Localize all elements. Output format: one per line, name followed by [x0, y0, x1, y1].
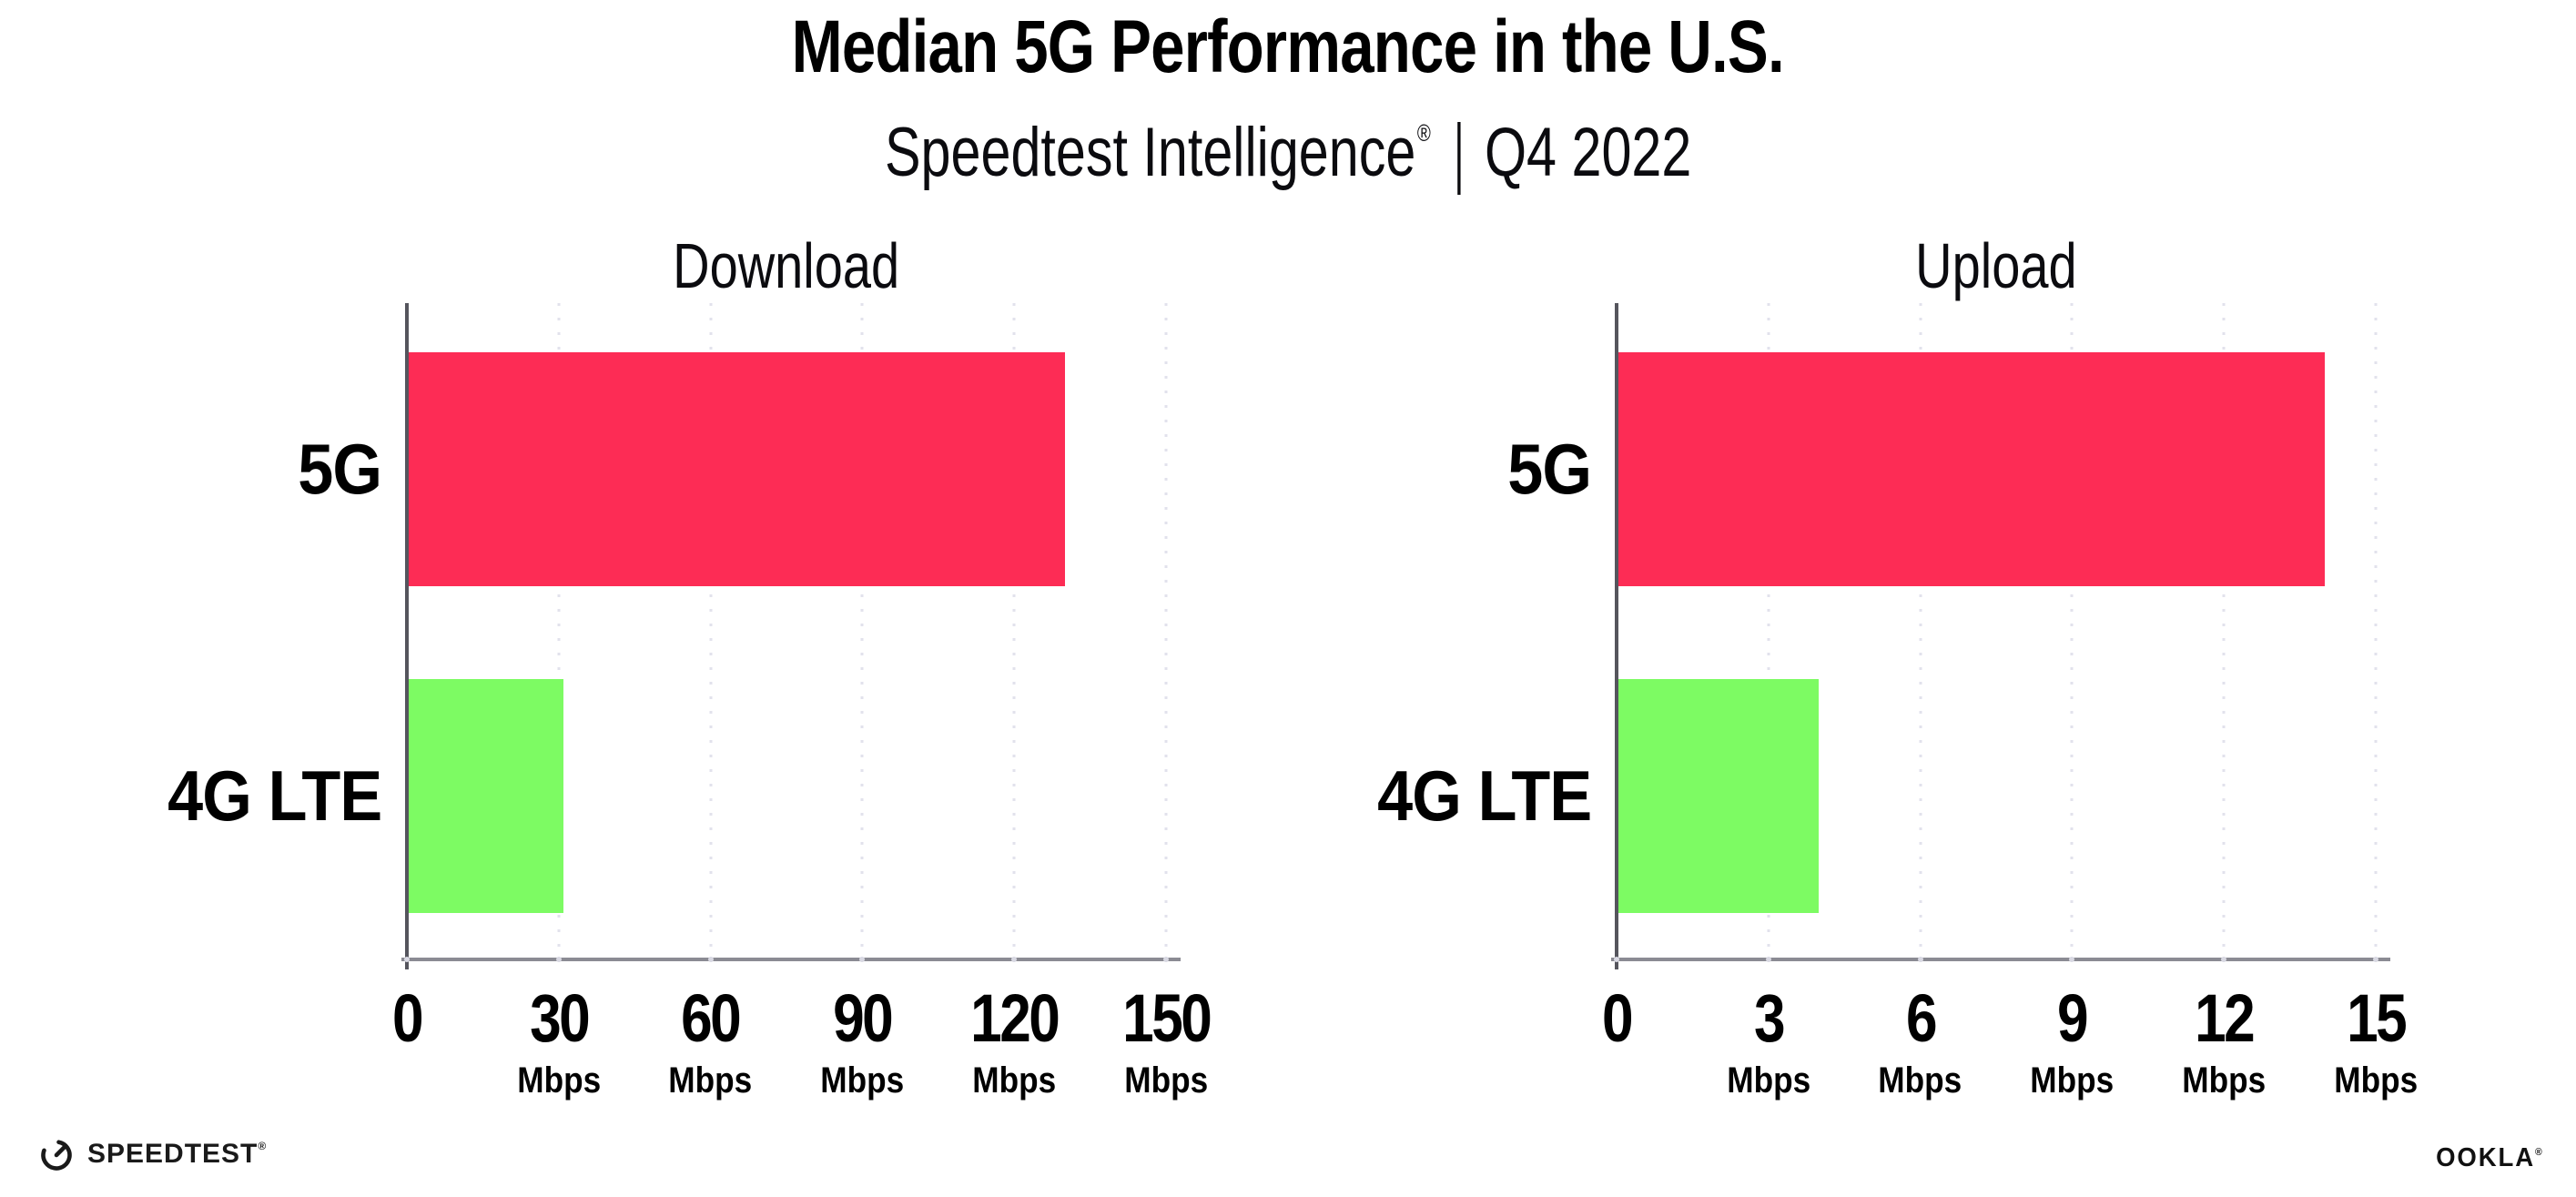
download-plot-area — [401, 303, 1181, 969]
subtitle-brand: Speedtest Intelligence — [884, 114, 1416, 191]
download-tick-dot-120 — [1011, 957, 1018, 962]
download-bar-4g-lte — [407, 679, 564, 913]
download-bar-5g — [407, 352, 1065, 586]
download-gridline-120 — [1012, 303, 1016, 959]
upload-plot-area — [1611, 303, 2390, 969]
upload-tick-label-0: 0 — [1601, 980, 1634, 1056]
upload-gridline-15 — [2374, 303, 2378, 959]
ookla-wordmark: OOKLA — [2436, 1143, 2536, 1172]
download-tick-label-60: 60 Mbps — [668, 980, 753, 1101]
speedtest-logo: SPEEDTEST® — [38, 1136, 266, 1172]
download-tick-dot-90 — [859, 957, 866, 962]
download-category-label-5g: 5G — [298, 429, 382, 509]
download-tick-label-120: 120 Mbps — [970, 980, 1060, 1101]
upload-x-axis-ticks: 0 3 Mbps 6 Mbps 9 Mbps 12 Mbps 15 Mbps — [1602, 980, 2418, 1111]
download-gridline-150 — [1164, 303, 1168, 959]
upload-tick-dot-6 — [1917, 957, 1923, 962]
subtitle-separator: | — [1454, 108, 1465, 197]
upload-tick-dot-9 — [2069, 957, 2075, 962]
ookla-logo: OOKLA® — [2433, 1143, 2545, 1173]
download-tick-dot-60 — [707, 957, 714, 962]
download-category-label-4g-lte: 4G LTE — [167, 756, 382, 836]
download-x-axis-ticks: 0 30 Mbps 60 Mbps 90 Mbps 120 Mbps 150 M… — [392, 980, 1212, 1111]
download-tick-label-0: 0 — [391, 980, 424, 1056]
upload-bar-5g — [1617, 352, 2326, 586]
subtitle-period: Q4 2022 — [1484, 114, 1692, 191]
upload-bar-4g-lte — [1617, 679, 1820, 913]
upload-chart-title: Upload — [1915, 230, 2077, 301]
upload-tick-label-9: 9 Mbps — [2030, 980, 2115, 1101]
upload-tick-label-3: 3 Mbps — [1726, 980, 1810, 1101]
upload-gridline-6 — [1919, 303, 1922, 959]
download-chart-title: Download — [673, 230, 900, 301]
registered-mark-icon: ® — [258, 1140, 267, 1152]
upload-tick-label-12: 12 Mbps — [2182, 980, 2267, 1101]
upload-y-axis-line — [1615, 303, 1618, 969]
download-gridline-90 — [860, 303, 864, 959]
figure-title: Median 5G Performance in the U.S. — [791, 5, 1785, 88]
upload-tick-label-6: 6 Mbps — [1878, 980, 1962, 1101]
figure-subtitle: Speedtest Intelligence® | Q4 2022 — [0, 91, 2576, 196]
upload-category-label-5g: 5G — [1507, 429, 1592, 509]
upload-tick-dot-0 — [1614, 957, 1619, 962]
download-tick-dot-30 — [555, 957, 562, 962]
upload-gridline-12 — [2222, 303, 2226, 959]
download-y-axis-line — [405, 303, 409, 969]
upload-tick-label-15: 15 Mbps — [2334, 980, 2418, 1101]
download-gridline-60 — [709, 303, 713, 959]
download-tick-label-150: 150 Mbps — [1121, 980, 1212, 1101]
registered-mark-icon: ® — [1416, 119, 1431, 147]
speedtest-wordmark: SPEEDTEST — [87, 1139, 259, 1169]
registered-mark-icon: ® — [2535, 1147, 2542, 1158]
upload-tick-dot-3 — [1765, 957, 1771, 962]
download-tick-dot-150 — [1163, 957, 1169, 962]
upload-x-axis-line — [1611, 958, 2390, 961]
download-x-axis-line — [401, 958, 1181, 961]
upload-tick-dot-15 — [2373, 957, 2378, 962]
speedtest-gauge-icon — [38, 1136, 75, 1172]
download-tick-label-90: 90 Mbps — [820, 980, 905, 1101]
download-tick-dot-0 — [404, 957, 410, 962]
upload-gridline-9 — [2070, 303, 2074, 959]
download-tick-label-30: 30 Mbps — [516, 980, 601, 1101]
download-gridline-30 — [557, 303, 561, 959]
upload-category-label-4g-lte: 4G LTE — [1376, 756, 1592, 836]
upload-tick-dot-12 — [2221, 957, 2227, 962]
upload-gridline-3 — [1767, 303, 1770, 959]
